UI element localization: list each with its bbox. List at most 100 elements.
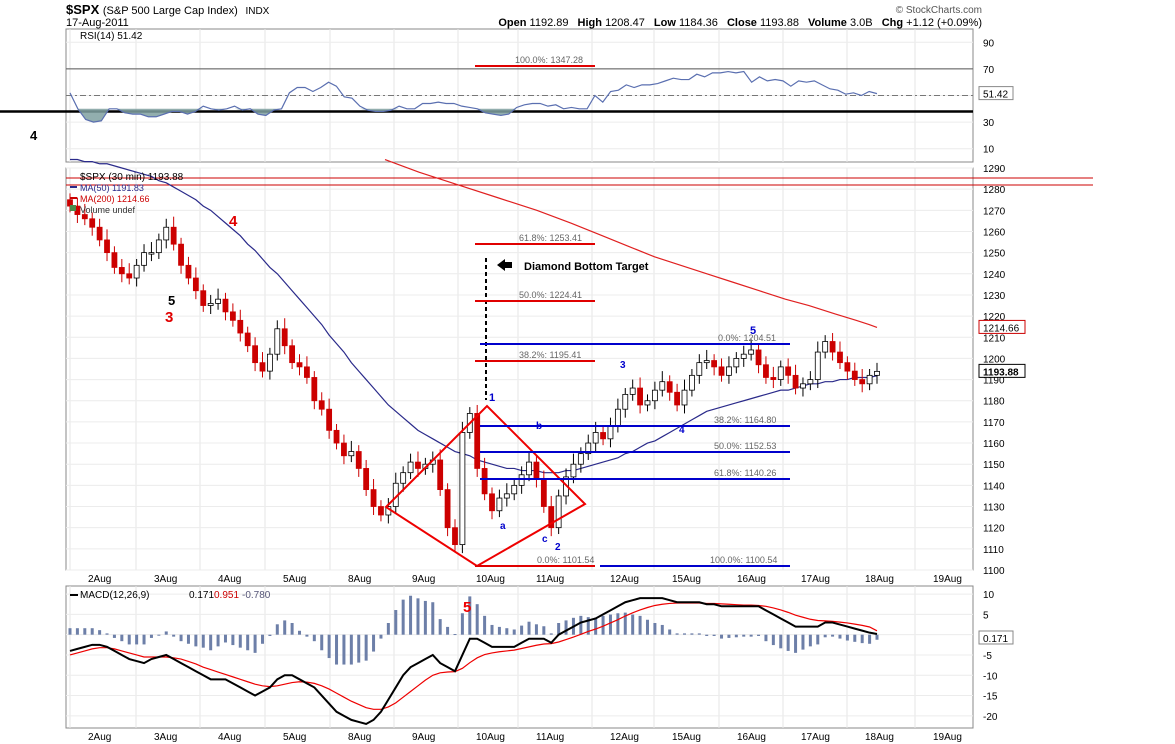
macd-histogram-bar <box>483 615 487 635</box>
macd-histogram-bar <box>712 634 716 636</box>
macd-histogram-bar <box>608 614 612 635</box>
price-ytick-label: 1170 <box>983 418 1005 429</box>
macd-histogram-bar <box>135 634 139 645</box>
price-legend-ma50: MA(50) 1191.83 <box>80 183 144 193</box>
price-xtick-label: 8Aug <box>348 574 371 585</box>
macd-ytick-label: -20 <box>983 712 998 723</box>
macd-histogram-bar <box>727 634 731 638</box>
wave-label: b <box>536 421 542 432</box>
price-ytick-label: 1160 <box>983 439 1005 450</box>
candle-body <box>222 298 229 313</box>
macd-histogram-bar <box>283 620 287 635</box>
macd-histogram-bar <box>253 634 257 653</box>
price-ytick-label: 1110 <box>983 545 1004 556</box>
candle-body <box>437 459 444 490</box>
candle-body <box>185 264 192 279</box>
macd-histogram-bar <box>564 620 568 635</box>
macd-histogram-bar <box>860 634 864 644</box>
macd-histogram-bar <box>335 634 339 665</box>
candle-body <box>659 381 666 391</box>
candle-body <box>118 267 125 275</box>
fib-label: 0.0%: 1204.51 <box>718 333 776 343</box>
candle-body <box>800 383 806 389</box>
price-ytick-label: 1150 <box>983 460 1005 471</box>
candle-body <box>763 364 769 378</box>
ma50-swatch <box>70 186 77 188</box>
macd-xtick-label: 18Aug <box>865 732 894 743</box>
wave-label: 2 <box>555 542 561 553</box>
price-panel-frame <box>65 167 974 571</box>
macd-histogram-bar <box>594 617 598 635</box>
macd-histogram-bar <box>83 628 87 635</box>
last-price-box <box>978 363 1026 378</box>
wave-label: 5 <box>750 325 756 337</box>
candle-body <box>755 349 762 366</box>
macd-histogram-bar <box>475 604 479 635</box>
candle-body <box>207 303 214 306</box>
candle-body <box>674 391 681 406</box>
wave-label: c <box>542 534 548 545</box>
last-price-label: 1193.88 <box>983 367 1019 378</box>
macd-ytick-label: -15 <box>983 692 998 703</box>
close-value: 1193.88 <box>760 17 799 29</box>
macd-histogram-bar <box>668 629 672 635</box>
price-xtick-label: 15Aug <box>672 574 701 585</box>
candle-body <box>644 400 651 406</box>
macd-histogram-bar <box>186 634 190 644</box>
candle-body <box>585 442 592 455</box>
macd-histogram-bar <box>601 615 605 635</box>
rsi-ytick-label: 70 <box>983 65 995 76</box>
ma200-line <box>384 158 878 328</box>
candle-body <box>318 400 325 410</box>
macd-histogram-bar <box>823 634 827 638</box>
macd-histogram-bar <box>845 634 849 641</box>
macd-histogram-bar <box>460 613 464 635</box>
candle-body <box>444 489 451 529</box>
macd-histogram-bar <box>268 634 272 636</box>
macd-histogram-bar <box>305 634 309 637</box>
close-label: Close <box>726 17 757 29</box>
chg-label: Chg <box>881 17 904 29</box>
macd-histogram-bar <box>645 619 649 635</box>
macd-histogram-bar <box>75 628 79 635</box>
candle-body <box>851 370 858 380</box>
candle-body <box>89 218 96 228</box>
macd-histogram-bar <box>164 631 168 635</box>
macd-xtick-label: 4Aug <box>218 732 241 743</box>
macd-histogram-bar <box>468 596 472 635</box>
macd-histogram-bar <box>794 634 798 653</box>
price-ytick-label: 1250 <box>983 249 1006 260</box>
price-ytick-label: 1100 <box>983 566 1005 577</box>
candle-body <box>378 506 384 516</box>
fib-label: 100.0%: 1100.54 <box>710 555 777 565</box>
macd-histogram-bar <box>705 634 709 636</box>
fib-label: 0.0%: 1101.54 <box>537 555 594 565</box>
macd-histogram-bar <box>431 602 435 635</box>
macd-legend-value: 0.171 <box>189 590 214 601</box>
price-xtick-label: 19Aug <box>933 574 962 585</box>
candle-body <box>733 358 740 368</box>
ma50-line <box>70 158 878 474</box>
candle-body <box>259 362 266 372</box>
candle-body <box>81 214 88 220</box>
macd-signal-line <box>69 602 878 710</box>
macd-histogram-bar <box>372 634 376 652</box>
macd-histogram-bar <box>98 630 102 635</box>
candle-body <box>807 379 814 385</box>
candle-body <box>252 345 258 364</box>
macd-xtick-label: 2Aug <box>88 732 111 743</box>
macd-histogram-bar <box>653 623 657 635</box>
wave-label: 5 <box>168 293 175 308</box>
candle-body <box>622 393 629 410</box>
candle-body <box>503 493 510 499</box>
macd-histogram-bar <box>831 634 835 637</box>
candle-body <box>363 468 370 491</box>
macd-histogram-bar <box>512 629 516 635</box>
candle-body <box>266 353 273 372</box>
macd-xtick-label: 16Aug <box>737 732 766 743</box>
macd-xtick-label: 10Aug <box>476 732 505 743</box>
candle-body <box>481 468 488 495</box>
candle-body <box>555 495 562 529</box>
price-xtick-label: 2Aug <box>88 574 111 585</box>
wave-label: 3 <box>165 309 173 326</box>
